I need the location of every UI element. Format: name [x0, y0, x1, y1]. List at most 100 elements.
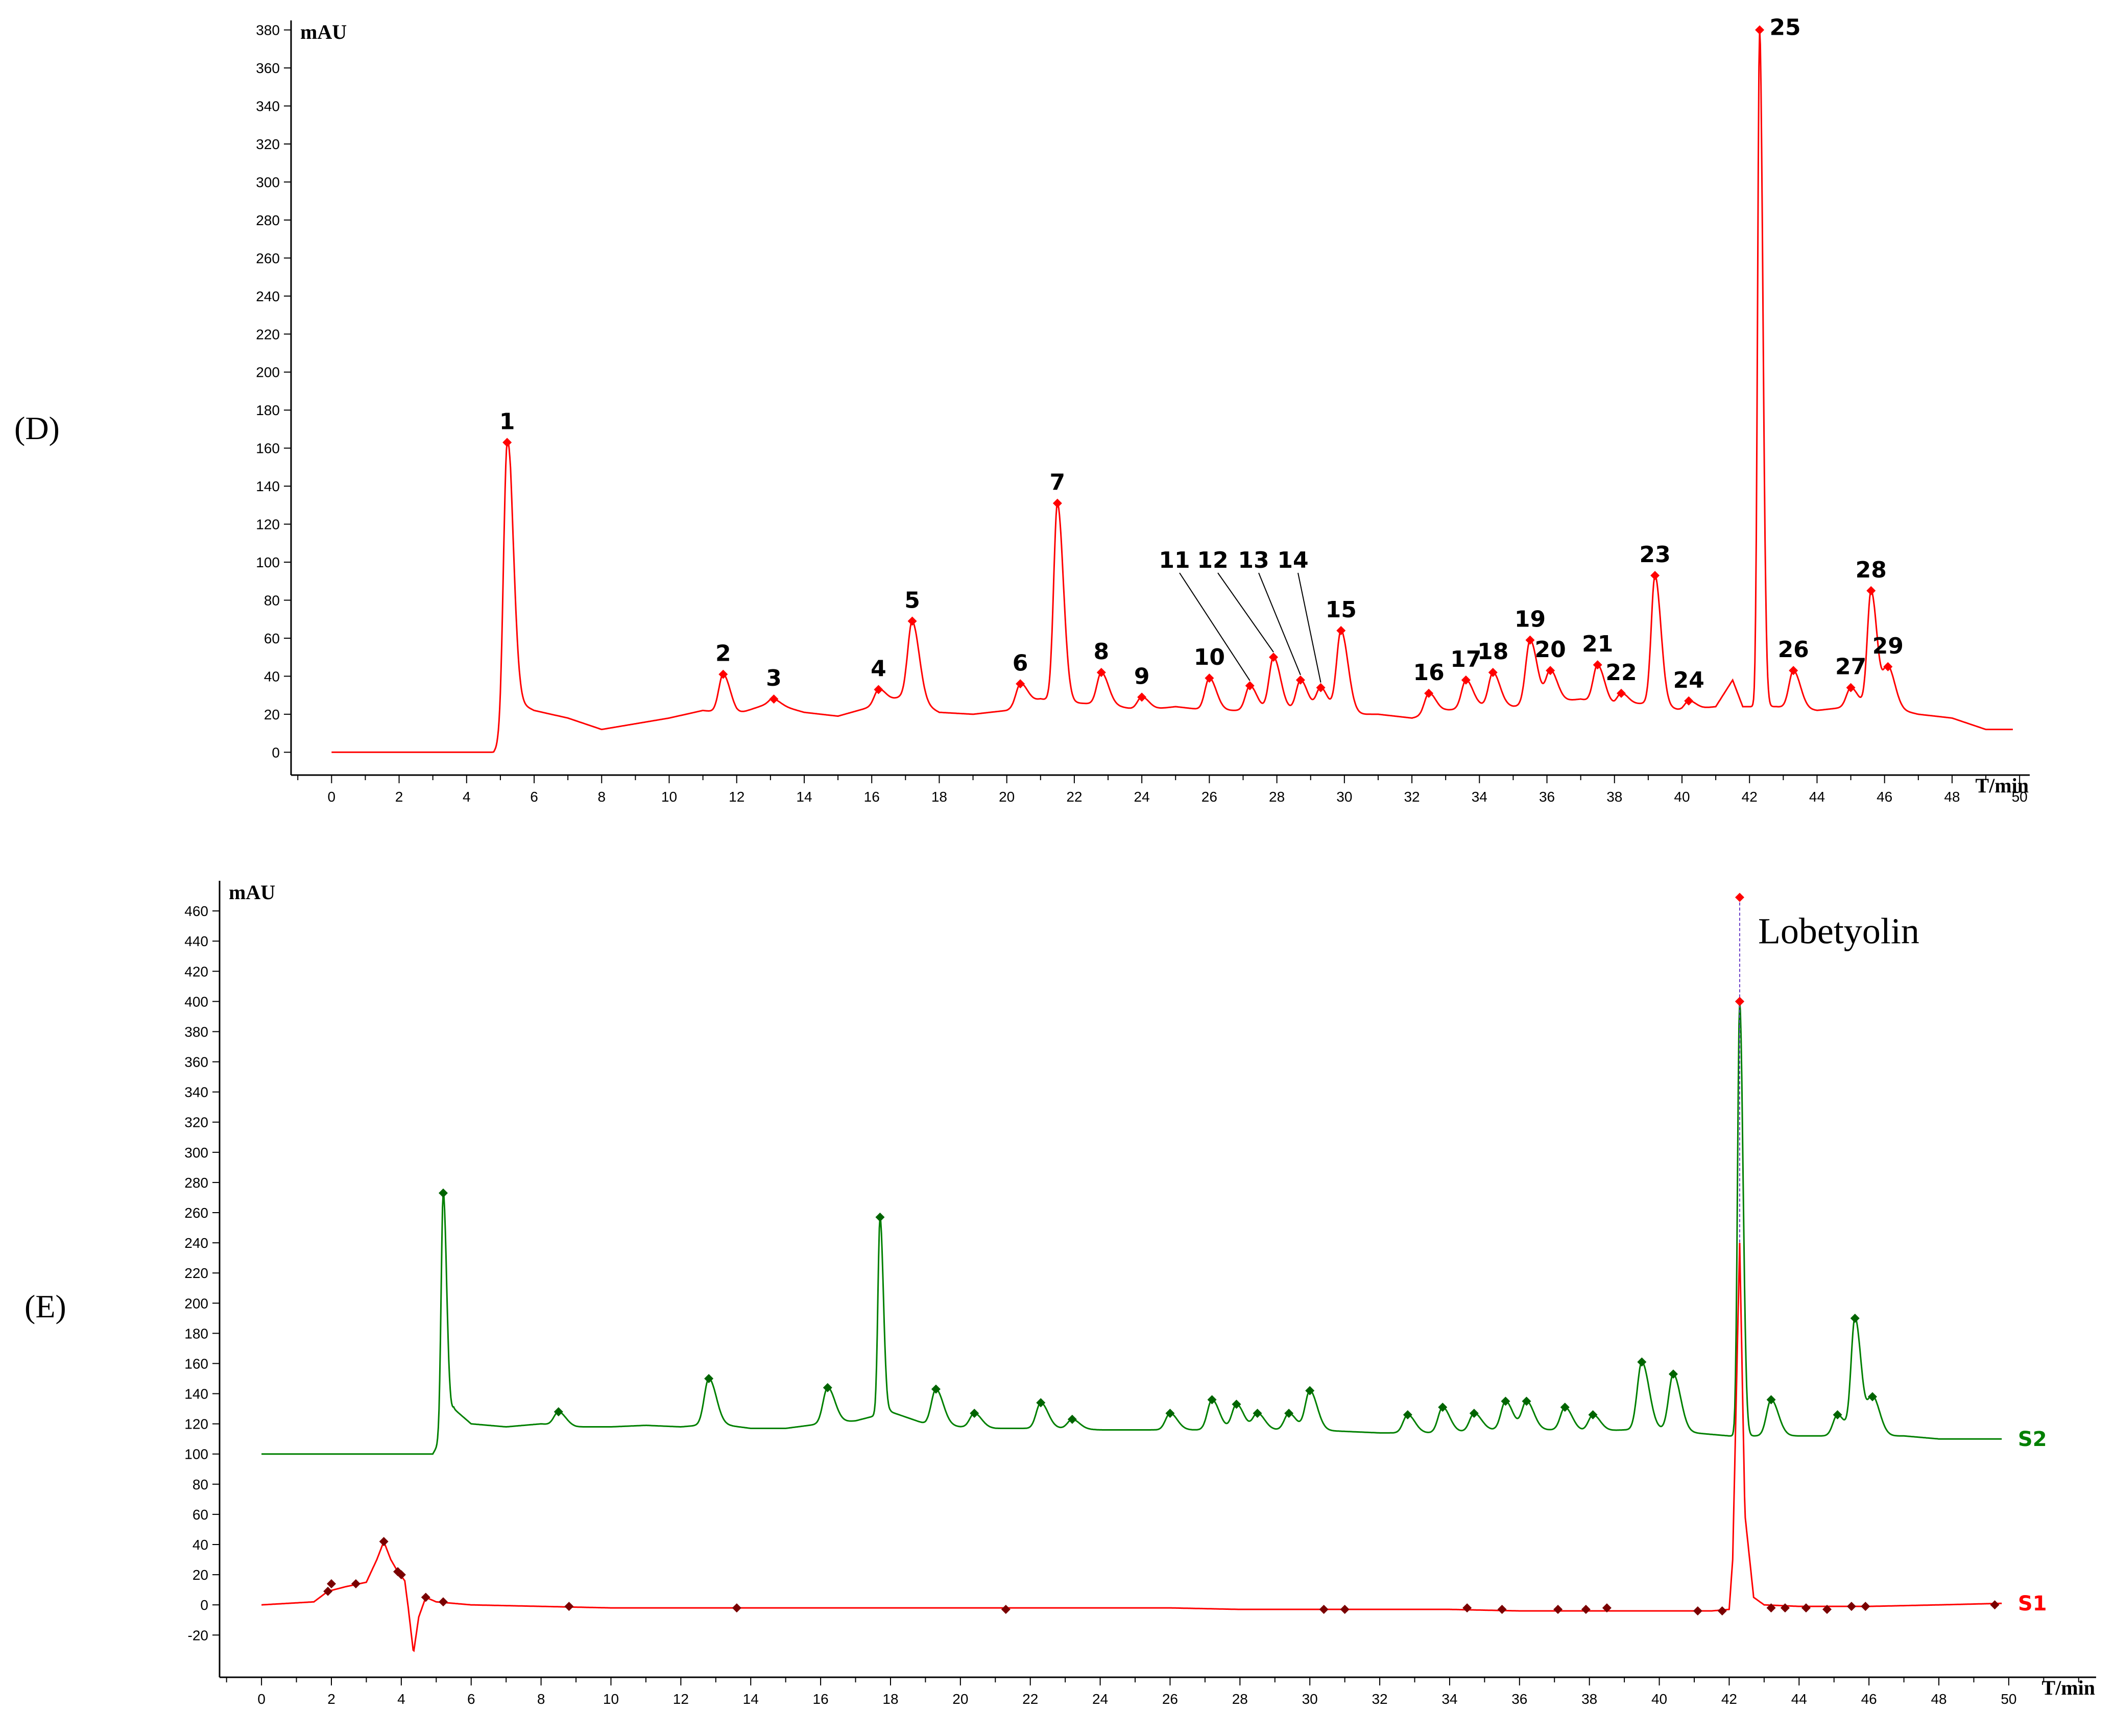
peak-marker	[1340, 1605, 1350, 1614]
y-tick-label: 160	[184, 1356, 208, 1371]
peak-marker	[1016, 679, 1025, 689]
y-tick-label: 100	[184, 1446, 208, 1462]
panel-label: (D)	[14, 410, 60, 446]
x-tick-label: 48	[1944, 789, 1960, 805]
peak-marker	[1305, 1386, 1315, 1395]
y-tick-label: 100	[256, 554, 280, 570]
peak-label: 9	[1134, 663, 1150, 689]
peak-marker	[326, 1579, 336, 1588]
peak-marker	[1319, 1605, 1329, 1614]
peak-marker	[438, 1597, 448, 1607]
peak-marker	[1052, 498, 1062, 508]
series-label-s2: S2	[2018, 1428, 2047, 1451]
peak-marker	[1822, 1605, 1832, 1614]
x-tick-label: 14	[743, 1691, 759, 1707]
x-tick-label: 46	[1861, 1691, 1877, 1707]
y-tick-label: 220	[184, 1265, 208, 1281]
x-tick-label: 18	[931, 789, 947, 805]
y-tick-label: 220	[256, 326, 280, 342]
y-tick-label: 120	[256, 517, 280, 533]
x-tick-label: 36	[1511, 1691, 1527, 1707]
x-tick-label: 6	[530, 789, 538, 805]
peak-marker	[1868, 1392, 1878, 1402]
peak-label: 25	[1769, 15, 1800, 41]
y-tick-label: 300	[184, 1145, 208, 1161]
x-tick-label: 8	[537, 1691, 545, 1707]
x-tick-label: 16	[864, 789, 880, 805]
peak-marker	[732, 1603, 741, 1613]
y-tick-label: 0	[272, 744, 280, 760]
peak-label: 28	[1856, 557, 1887, 583]
y-tick-label: 260	[184, 1205, 208, 1221]
peak-label: 1	[499, 408, 515, 435]
y-tick-label: 60	[193, 1507, 208, 1523]
y-tick-label: 140	[256, 478, 280, 494]
peak-label: 10	[1194, 644, 1225, 670]
x-axis-label: T/min	[1976, 774, 2029, 797]
peak-marker	[1207, 1395, 1217, 1405]
peak-marker	[1717, 1606, 1727, 1616]
peak-marker	[1693, 1606, 1702, 1616]
peak-marker	[1650, 571, 1660, 581]
peak-marker	[1253, 1408, 1262, 1418]
series-label-s1: S1	[2018, 1592, 2047, 1616]
y-tick-label: -20	[188, 1627, 208, 1643]
y-tick-label: 200	[256, 365, 280, 380]
x-tick-label: 12	[673, 1691, 689, 1707]
x-tick-label: 10	[603, 1691, 619, 1707]
x-tick-label: 0	[257, 1691, 266, 1707]
y-tick-label: 340	[184, 1084, 208, 1100]
peak-marker	[1232, 1400, 1241, 1409]
x-tick-label: 14	[796, 789, 812, 805]
y-tick-label: 20	[193, 1567, 208, 1583]
y-tick-label: 60	[264, 631, 280, 646]
peak-label: 17	[1450, 646, 1481, 672]
x-tick-label: 2	[327, 1691, 335, 1707]
peak-marker	[1766, 1603, 1776, 1613]
peak-marker	[554, 1407, 563, 1416]
y-tick-label: 300	[256, 174, 280, 190]
y-tick-label: 240	[256, 288, 280, 304]
x-tick-label: 34	[1441, 1691, 1457, 1707]
y-tick-label: 0	[200, 1597, 208, 1613]
peak-marker	[379, 1537, 389, 1547]
y-tick-label: 360	[184, 1054, 208, 1070]
series-line-s1	[261, 1243, 2002, 1652]
peak-label: 29	[1872, 633, 1904, 659]
x-tick-label: 6	[467, 1691, 475, 1707]
peak-marker	[1295, 675, 1305, 685]
y-tick-label: 260	[256, 250, 280, 266]
peak-marker	[1469, 1408, 1479, 1418]
y-tick-label: 40	[264, 668, 280, 684]
peak-label: 2	[715, 641, 731, 667]
peak-marker	[1165, 1408, 1175, 1418]
peak-label: 19	[1515, 607, 1546, 633]
x-tick-label: 28	[1269, 789, 1285, 805]
x-tick-label: 22	[1022, 1691, 1038, 1707]
x-tick-label: 24	[1092, 1691, 1108, 1707]
peak-label: 16	[1413, 660, 1445, 686]
peak-marker	[1846, 683, 1856, 692]
x-tick-label: 10	[661, 789, 677, 805]
lobetyolin-annotation: Lobetyolin	[1758, 911, 1919, 952]
peak-marker	[1789, 666, 1798, 676]
y-tick-label: 360	[256, 60, 280, 76]
peak-marker	[1497, 1605, 1507, 1614]
y-tick-label: 380	[256, 22, 280, 38]
peak-marker	[1780, 1603, 1790, 1613]
peak-marker	[502, 438, 512, 447]
peak-marker	[1801, 1603, 1811, 1613]
y-tick-label: 80	[264, 592, 280, 608]
peak-marker	[1588, 1410, 1598, 1419]
x-tick-label: 30	[1336, 789, 1352, 805]
x-tick-label: 38	[1581, 1691, 1597, 1707]
peak-marker	[323, 1586, 333, 1596]
chromatogram-panel-e: (E)-200204060801001201401601802002202402…	[25, 881, 2096, 1707]
peak-marker	[1096, 667, 1106, 677]
peak-marker	[564, 1602, 574, 1611]
x-tick-label: 26	[1162, 1691, 1178, 1707]
peak-marker	[1990, 1600, 2000, 1610]
x-tick-label: 42	[1742, 789, 1758, 805]
x-tick-label: 18	[882, 1691, 898, 1707]
